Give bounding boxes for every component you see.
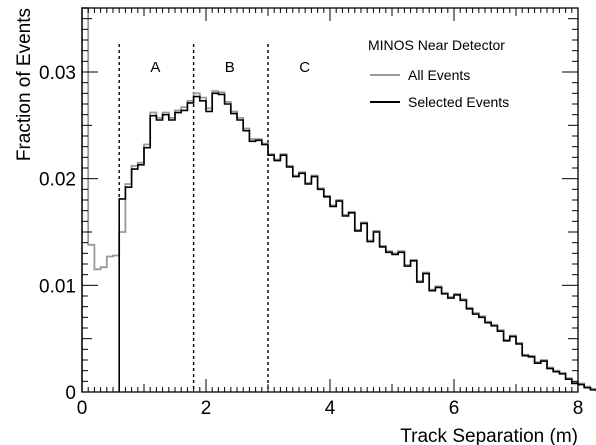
axis-ticks — [82, 8, 578, 392]
legend-title: MINOS Near Detector — [368, 37, 505, 53]
legend-label-selected-events: Selected Events — [408, 94, 509, 110]
x-tick-label: 0 — [77, 398, 88, 419]
region-label-b: B — [225, 59, 235, 76]
x-tick-label: 6 — [449, 398, 460, 419]
y-tick-label: 0.03 — [39, 63, 76, 84]
x-tick-label: 8 — [573, 398, 584, 419]
legend-label-all-events: All Events — [408, 67, 470, 83]
histogram-series — [81, 7, 596, 392]
region-label-a: A — [150, 59, 160, 76]
tick-labels: 0 2 4 6 8 0 0.01 0.02 0.03 — [39, 63, 583, 419]
y-axis-label: Fraction of Events — [14, 8, 35, 161]
x-axis-label: Track Separation (m) — [400, 426, 578, 445]
y-tick-label: 0.02 — [39, 170, 76, 191]
x-tick-label: 4 — [325, 398, 336, 419]
y-tick-label: 0 — [65, 383, 76, 404]
y-tick-label: 0.01 — [39, 276, 76, 297]
legend: MINOS Near Detector All Events Selected … — [368, 37, 509, 110]
region-label-c: C — [299, 59, 310, 76]
x-tick-label: 2 — [201, 398, 212, 419]
series-selected-events — [118, 92, 596, 392]
